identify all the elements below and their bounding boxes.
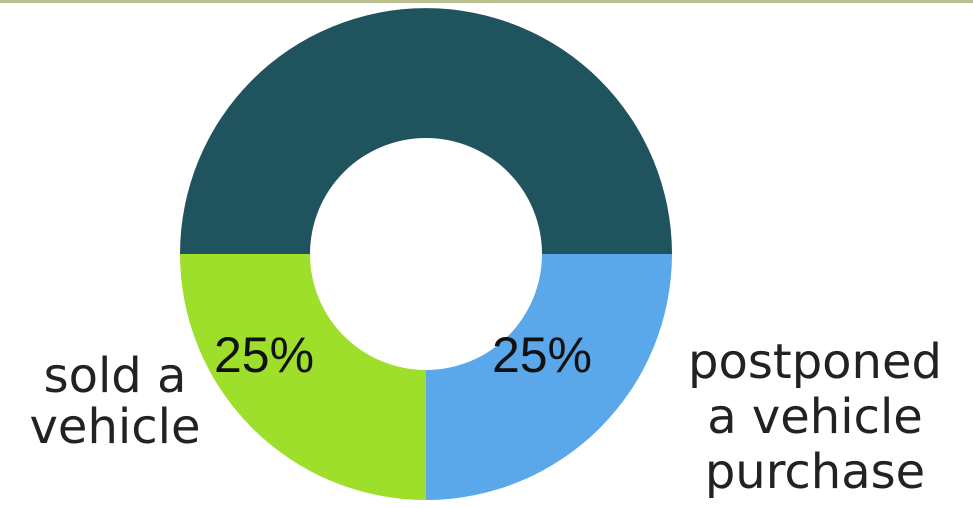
slice-other	[180, 8, 672, 254]
category-label-postponed-line-2: a vehicle	[707, 389, 923, 445]
slice-labels: 25% 25%	[214, 327, 592, 383]
category-label-postponed-line-1: postponed	[688, 334, 942, 390]
category-label-sold-line-1: sold a	[44, 348, 187, 404]
category-label-postponed-line-3: purchase	[705, 444, 925, 500]
slice-postponed	[426, 254, 672, 500]
slice-sold	[180, 254, 426, 500]
slice-value-label: 25%	[492, 327, 592, 383]
top-divider	[0, 0, 973, 3]
donut-slices	[180, 8, 672, 500]
slice-value-label: 25%	[214, 327, 314, 383]
category-label-sold-line-2: vehicle	[30, 399, 201, 455]
